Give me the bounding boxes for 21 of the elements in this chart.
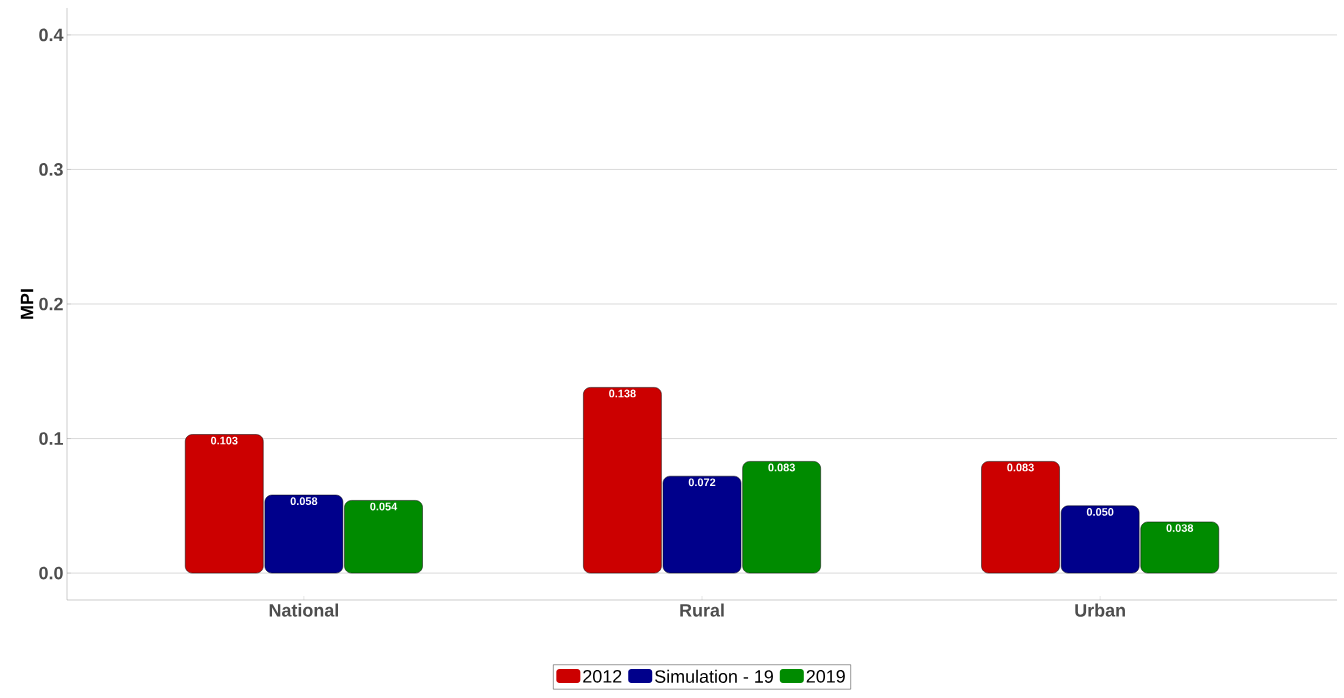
y-axis-title: MPI <box>20 289 34 319</box>
data-label: 0.083 <box>1007 463 1034 472</box>
x-tick-label: Urban <box>1075 603 1125 617</box>
y-tick-label: 0.4 <box>39 28 64 42</box>
x-tick-label: National <box>269 603 338 617</box>
y-tick-label: 0.3 <box>39 163 63 176</box>
data-label: 0.083 <box>768 463 795 472</box>
data-label: 0.058 <box>290 497 318 506</box>
y-tick-label: 0.1 <box>39 432 63 445</box>
data-label: 0.103 <box>210 436 238 445</box>
data-label: 0.054 <box>370 502 398 511</box>
legend-label: 2012 <box>583 669 622 683</box>
data-label: 0.050 <box>1086 508 1114 516</box>
data-label: 0.138 <box>609 389 636 398</box>
x-tick-label: Rural <box>680 603 724 617</box>
legend-label: 2019 <box>806 669 845 683</box>
y-tick-label: 0.2 <box>39 297 63 311</box>
legend-label: Simulation - 19 <box>655 669 773 683</box>
data-label: 0.072 <box>688 478 716 487</box>
y-tick-label: 0.0 <box>39 566 63 580</box>
data-label: 0.038 <box>1166 524 1194 532</box>
